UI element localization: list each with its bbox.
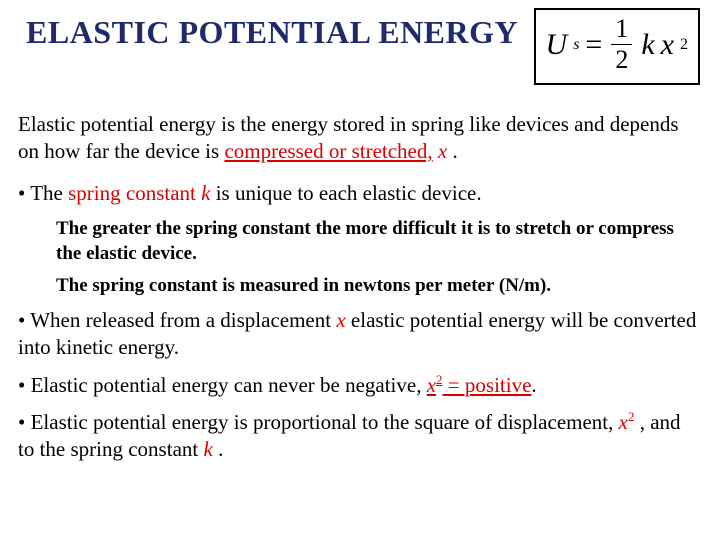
formula-x: x — [661, 30, 674, 60]
b4-a: • Elastic potential energy is proportion… — [18, 410, 619, 434]
b2-a: • When released from a displacement — [18, 308, 336, 332]
b4-f: . — [213, 437, 224, 461]
formula-eq: = — [585, 30, 602, 60]
b3-b: x — [427, 373, 436, 397]
b3-e: . — [531, 373, 536, 397]
b1-a: • The — [18, 181, 68, 205]
sub-1: The greater the spring constant the more… — [56, 217, 702, 266]
formula-num: 1 — [611, 16, 632, 45]
b3-d: = positive — [443, 373, 532, 397]
formula-s: s — [573, 37, 579, 53]
b1-d: is unique to each elastic device. — [210, 181, 481, 205]
formula-frac: 1 2 — [611, 16, 632, 73]
bullet-2: • When released from a displacement x el… — [18, 307, 702, 362]
bullet-1: • The spring constant k is unique to eac… — [18, 180, 702, 207]
b3-a: • Elastic potential energy can never be … — [18, 373, 427, 397]
formula-den: 2 — [611, 45, 632, 73]
b4-b: x — [619, 410, 628, 434]
intro-text: Elastic potential energy is the energy s… — [18, 111, 702, 166]
formula-box: Us = 1 2 kx2 — [534, 8, 700, 85]
intro-d: . — [447, 139, 458, 163]
formula-k: k — [641, 30, 654, 60]
formula-U: U — [546, 30, 568, 60]
b1-b: spring constant — [68, 181, 196, 205]
bullet-4: • Elastic potential energy is proportion… — [18, 409, 702, 464]
slide-title: ELASTIC POTENTIAL ENERGY — [18, 8, 534, 51]
b4-e: k — [203, 437, 212, 461]
intro-c: x — [438, 139, 447, 163]
formula-sq: 2 — [680, 37, 688, 53]
bullet-3: • Elastic potential energy can never be … — [18, 372, 702, 399]
sub-2: The spring constant is measured in newto… — [56, 274, 702, 299]
intro-b: compressed or stretched, — [224, 139, 432, 163]
b2-b: x — [336, 308, 345, 332]
